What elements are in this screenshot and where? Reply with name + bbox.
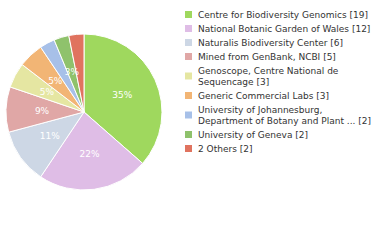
svg-text:Sequencage [3]: Sequencage [3] bbox=[198, 77, 269, 87]
svg-text:Centre for Biodiversity Genomi: Centre for Biodiversity Genomics [19] bbox=[198, 10, 368, 20]
svg-text:Genoscope, Centre National de: Genoscope, Centre National de bbox=[198, 66, 341, 76]
svg-text:5%: 5% bbox=[48, 76, 63, 86]
svg-text:3%: 3% bbox=[65, 67, 80, 77]
svg-text:35%: 35% bbox=[112, 90, 132, 100]
svg-text:Department of Botany and Plant: Department of Botany and Plant ... [2] bbox=[198, 116, 371, 126]
svg-text:Mined from GenBank, NCBI [5]: Mined from GenBank, NCBI [5] bbox=[198, 52, 336, 62]
svg-text:University of Johannesburg,: University of Johannesburg, bbox=[198, 105, 325, 115]
svg-text:2 Others [2]: 2 Others [2] bbox=[198, 144, 252, 154]
svg-text:9%: 9% bbox=[35, 106, 50, 116]
svg-text:5%: 5% bbox=[40, 87, 55, 97]
svg-text:National Botanic Garden of Wal: National Botanic Garden of Wales [12] bbox=[198, 24, 370, 34]
svg-text:Generic Commercial Labs [3]: Generic Commercial Labs [3] bbox=[198, 91, 329, 101]
svg-text:11%: 11% bbox=[40, 131, 60, 141]
svg-text:University of Geneva [2]: University of Geneva [2] bbox=[198, 130, 308, 140]
svg-text:22%: 22% bbox=[79, 149, 99, 159]
svg-text:Naturalis Biodiversity Center: Naturalis Biodiversity Center [6] bbox=[198, 38, 343, 48]
